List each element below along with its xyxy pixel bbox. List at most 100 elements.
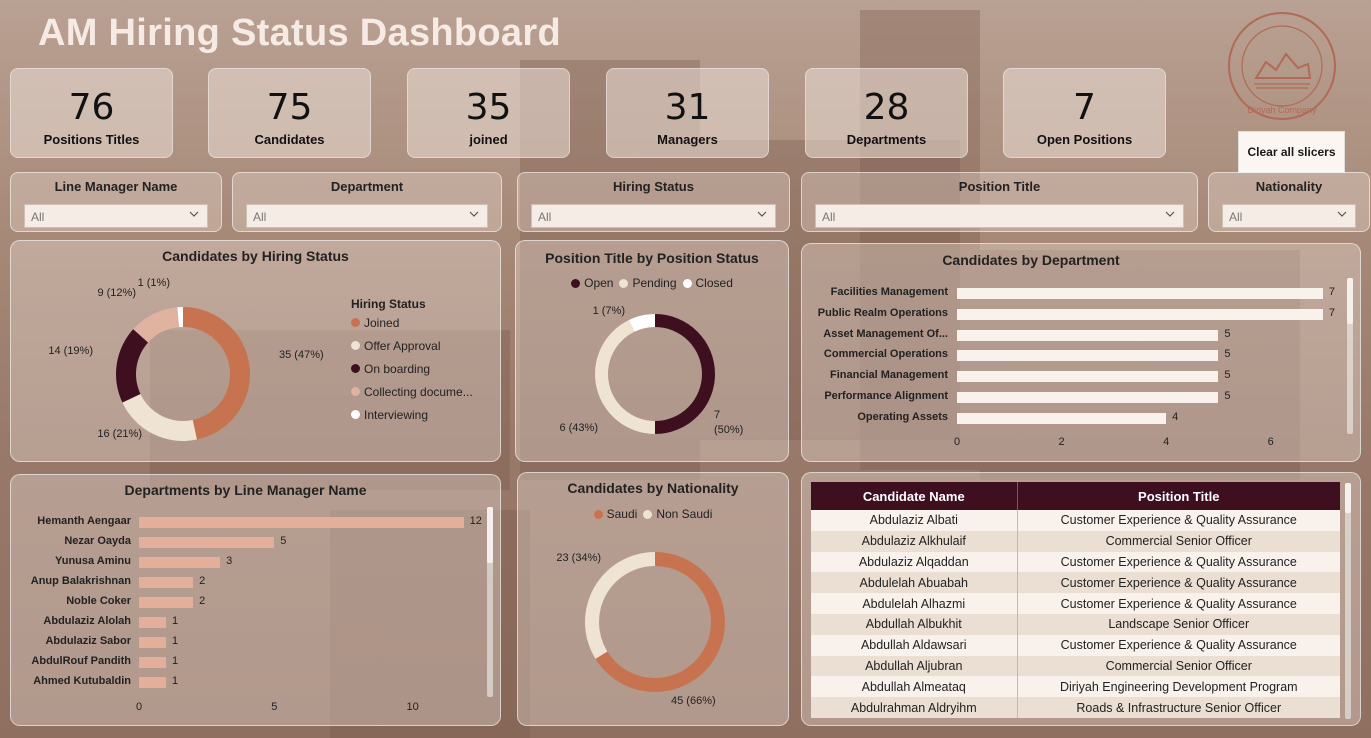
- donut-slice[interactable]: [628, 314, 655, 332]
- cell-position-title: Commercial Senior Officer: [1017, 655, 1340, 677]
- donut-slice[interactable]: [133, 307, 180, 343]
- bar-row[interactable]: Financial Management 5: [802, 369, 1360, 389]
- x-axis-tick: 0: [136, 701, 143, 713]
- bar[interactable]: [957, 350, 1219, 362]
- legend-dot-icon: [619, 278, 629, 288]
- scroll-thumb[interactable]: [1345, 483, 1351, 513]
- column-header-position-title[interactable]: Position Title: [1017, 482, 1340, 510]
- department-dropdown[interactable]: All: [246, 204, 488, 228]
- bar[interactable]: [139, 677, 167, 688]
- hiring-status-dropdown[interactable]: All: [531, 204, 776, 228]
- clear-all-slicers-button[interactable]: Clear all slicers: [1238, 131, 1345, 173]
- table-row[interactable]: Abdulaziz Alqaddan Customer Experience & …: [811, 551, 1340, 573]
- bar[interactable]: [957, 412, 1167, 424]
- scroll-thumb[interactable]: [487, 507, 493, 563]
- slicer-department: Department All: [232, 172, 502, 232]
- position-title-dropdown[interactable]: All: [815, 204, 1184, 228]
- donut-slice[interactable]: [122, 394, 197, 441]
- donut-slice[interactable]: [183, 307, 251, 440]
- table-row[interactable]: Abdullah Aljubran Commercial Senior Offic…: [811, 655, 1340, 677]
- scroll-thumb[interactable]: [1347, 278, 1353, 324]
- panel-candidates-by-nationality: Candidates by Nationality Saudi Non Saud…: [517, 472, 789, 726]
- table-row[interactable]: Abdulelah Alhazmi Customer Experience & Q…: [811, 593, 1340, 614]
- table-row[interactable]: Abdulaziz Albati Customer Experience & Qu…: [811, 510, 1340, 531]
- table-row[interactable]: Abdullah Almeataq Diriyah Engineering Dev…: [811, 676, 1340, 698]
- cell-candidate-name: Abdulaziz Alkhulaif: [811, 530, 1018, 552]
- cell-candidate-name: Abdulrahman Aldryihm: [811, 697, 1018, 718]
- panel-candidates-by-hiring-status: Candidates by Hiring Status 35 (47%) 16 (…: [10, 240, 501, 462]
- legend-item-closed[interactable]: Closed: [682, 276, 733, 290]
- dropdown-value: All: [1229, 210, 1243, 224]
- bar-row[interactable]: Anup Balakrishnan 2: [11, 575, 500, 595]
- bar-category-label: Yunusa Aminu: [55, 555, 131, 567]
- data-label: 16 (21%): [97, 428, 142, 440]
- bar-row[interactable]: Abdulaziz Sabor 1: [11, 635, 500, 655]
- bar-row[interactable]: Facilities Management 7: [802, 286, 1360, 306]
- nationality-dropdown[interactable]: All: [1222, 204, 1356, 228]
- legend-item-saudi[interactable]: Saudi: [593, 507, 637, 521]
- donut-slice[interactable]: [585, 552, 655, 659]
- bar[interactable]: [139, 517, 464, 528]
- bar-category-label: Anup Balakrishnan: [30, 575, 131, 587]
- bar[interactable]: [957, 308, 1323, 320]
- bar-value-label: 5: [1224, 348, 1231, 361]
- legend-dot-icon: [682, 278, 692, 288]
- bar-row[interactable]: Nezar Oayda 5: [11, 535, 500, 555]
- bar-row[interactable]: Commercial Operations 5: [802, 348, 1360, 368]
- legend-label: Offer Approval: [364, 338, 441, 353]
- donut-slice[interactable]: [595, 319, 655, 434]
- bar[interactable]: [139, 557, 221, 568]
- bar-row[interactable]: Hemanth Aengaar 12: [11, 515, 500, 535]
- bar-row[interactable]: Public Realm Operations 7: [802, 307, 1360, 327]
- bar[interactable]: [957, 371, 1219, 383]
- bar[interactable]: [957, 392, 1219, 403]
- bar[interactable]: [139, 617, 167, 628]
- x-axis-tick: 5: [271, 701, 278, 713]
- bar-row[interactable]: Abdulaziz Alolah 1: [11, 615, 500, 635]
- bar-row[interactable]: AbdulRouf Pandith 1: [11, 655, 500, 675]
- table-row[interactable]: Abdulrahman Aldryihm Roads & Infrastructu…: [811, 697, 1340, 718]
- legend-item-interviewing[interactable]: Interviewing: [351, 403, 473, 426]
- bar[interactable]: [957, 288, 1323, 299]
- legend-item-offer-approval[interactable]: Offer Approval: [351, 334, 473, 357]
- bar[interactable]: [139, 597, 194, 608]
- kpi-value: 31: [664, 87, 711, 128]
- table-row[interactable]: Abdulaziz Alkhulaif Commercial Senior Off…: [811, 530, 1340, 552]
- donut-slice[interactable]: [115, 329, 149, 403]
- department-scrollbar[interactable]: [1347, 278, 1353, 434]
- bar-row[interactable]: Ahmed Kutubaldin 1: [11, 675, 500, 695]
- donut-slice[interactable]: [655, 314, 715, 434]
- bar[interactable]: [139, 657, 167, 668]
- chevron-down-icon: [469, 211, 479, 217]
- legend-item-open[interactable]: Open: [571, 276, 613, 290]
- kpi-label: Positions Titles: [43, 132, 140, 147]
- bar[interactable]: [139, 637, 167, 648]
- bar-row[interactable]: Yunusa Aminu 3: [11, 555, 500, 575]
- chevron-down-icon: [757, 211, 767, 217]
- bar[interactable]: [139, 537, 275, 548]
- table-scrollbar[interactable]: [1345, 483, 1351, 719]
- bar-value-label: 5: [280, 535, 287, 547]
- bar[interactable]: [957, 329, 1219, 341]
- bar-row[interactable]: Asset Management Of... 5: [802, 328, 1360, 348]
- line-manager-scrollbar[interactable]: [487, 507, 493, 697]
- bar-row[interactable]: Performance Alignment 5: [802, 390, 1360, 410]
- legend-label: Open: [584, 276, 614, 290]
- table-row[interactable]: Abdulelah Abuabah Customer Experience & Q…: [811, 572, 1340, 594]
- legend-item-collecting-documents[interactable]: Collecting docume...: [351, 380, 473, 403]
- legend-item-on-boarding[interactable]: On boarding: [351, 357, 473, 380]
- cell-position-title: Customer Experience & Quality Assurance: [1017, 593, 1340, 614]
- column-header-candidate-name[interactable]: Candidate Name: [811, 482, 1018, 510]
- donut-slice[interactable]: [177, 307, 183, 328]
- table-row[interactable]: Abdullah Aldawsari Customer Experience & …: [811, 634, 1340, 656]
- bar[interactable]: [139, 577, 194, 588]
- legend-item-joined[interactable]: Joined: [351, 311, 473, 334]
- hiring-status-legend: Hiring Status Joined Offer Approval On b…: [351, 297, 473, 426]
- legend-item-pending[interactable]: Pending: [619, 276, 677, 290]
- bar-row[interactable]: Noble Coker 2: [11, 595, 500, 615]
- bar-row[interactable]: Operating Assets 4: [802, 411, 1360, 431]
- data-label: 1 (1%): [138, 277, 170, 289]
- legend-item-non-saudi[interactable]: Non Saudi: [643, 507, 712, 521]
- table-row[interactable]: Abdullah Albukhit Landscape Senior Office…: [811, 613, 1340, 635]
- line-manager-dropdown[interactable]: All: [24, 204, 208, 228]
